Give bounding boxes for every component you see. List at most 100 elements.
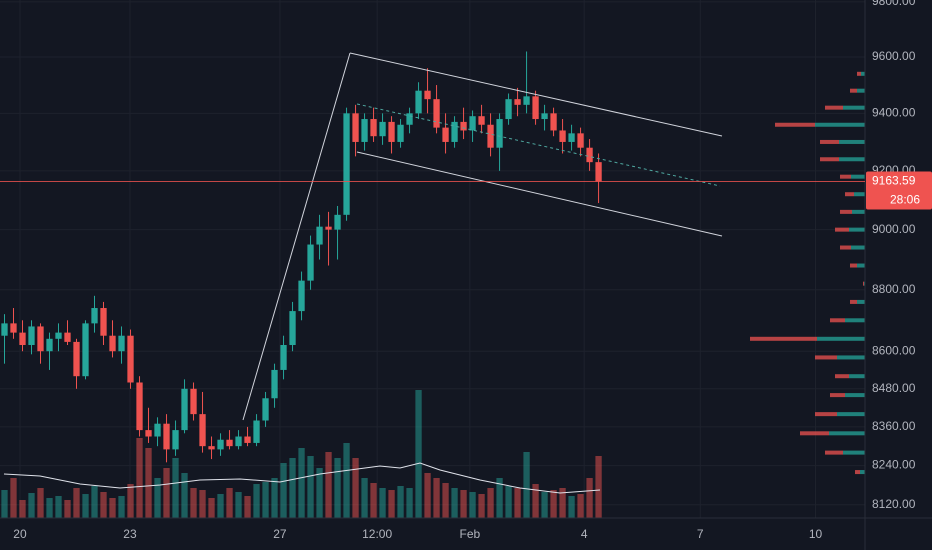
- profile-up: [857, 299, 865, 304]
- candle-body: [550, 113, 557, 131]
- profile-up: [817, 336, 865, 341]
- countdown: 28:06: [890, 193, 920, 207]
- candle-body: [91, 308, 98, 324]
- x-tick-label: 10: [809, 527, 823, 541]
- channel-lower: [356, 151, 723, 237]
- candle-body: [334, 214, 341, 230]
- volume-bar: [271, 478, 278, 518]
- volume-bar: [343, 443, 350, 518]
- candle-body: [109, 335, 116, 352]
- profile-down: [750, 336, 817, 341]
- volume-bar: [235, 492, 242, 518]
- volume-bar: [100, 492, 107, 518]
- candle-body: [352, 113, 359, 142]
- candle-body: [487, 124, 494, 148]
- volume-bar: [586, 478, 593, 518]
- candle-body: [73, 341, 80, 377]
- candle-body: [145, 430, 152, 437]
- profile-up: [837, 355, 865, 360]
- volume-bar: [325, 452, 332, 518]
- volume-bar: [451, 488, 458, 518]
- volume-profile: [750, 71, 865, 475]
- candle-body: [541, 113, 548, 120]
- volume-bar: [64, 500, 71, 518]
- volume-bar: [559, 488, 566, 518]
- candle-body: [586, 147, 593, 163]
- candle-body: [298, 280, 305, 312]
- x-tick-label: 27: [273, 527, 287, 541]
- candle-body: [379, 121, 386, 137]
- candle-body: [325, 226, 332, 230]
- volume-bar: [280, 463, 287, 518]
- candle-body: [280, 344, 287, 370]
- candle-body: [244, 436, 251, 443]
- candle-body: [271, 369, 278, 399]
- profile-up: [845, 393, 865, 398]
- profile-down: [820, 157, 839, 162]
- candle-body: [235, 436, 242, 447]
- y-tick-label: 9000.00: [872, 222, 916, 236]
- volume-bar: [109, 498, 116, 518]
- candle-body: [424, 90, 431, 100]
- candle-body: [19, 332, 26, 345]
- candle-body: [514, 99, 521, 105]
- profile-down: [835, 227, 849, 232]
- volume-bar: [496, 478, 503, 518]
- candle-body: [1, 323, 8, 336]
- volume-bar: [442, 483, 449, 518]
- volume-bar: [352, 458, 359, 518]
- volume-bar: [217, 494, 224, 518]
- volume-bar: [289, 458, 296, 518]
- volume-bar: [523, 452, 530, 518]
- volume-bar: [361, 478, 368, 518]
- candle-body: [10, 323, 17, 333]
- volume-bar: [28, 493, 35, 518]
- candle-body: [316, 226, 323, 245]
- volume-bar: [370, 483, 377, 518]
- candle-body: [172, 430, 179, 450]
- candle-body: [532, 96, 539, 120]
- candle-body: [37, 326, 44, 352]
- volume-bar: [73, 488, 80, 518]
- volume-bar: [316, 468, 323, 518]
- candle-body: [343, 113, 350, 215]
- profile-down: [863, 281, 864, 286]
- candle-body: [217, 439, 224, 450]
- x-tick-label: 4: [581, 527, 588, 541]
- profile-down: [850, 263, 857, 268]
- candle-body: [100, 308, 107, 336]
- profile-up: [837, 412, 865, 417]
- candle-body: [505, 99, 512, 120]
- volume-bar: [433, 478, 440, 518]
- candle-body: [118, 335, 125, 352]
- candle-body: [469, 116, 476, 131]
- last-price-box: [866, 171, 932, 210]
- volume-bar: [244, 496, 251, 518]
- trend-line: [242, 52, 351, 421]
- y-tick-label: 8120.00: [872, 497, 916, 511]
- volume-bar: [118, 496, 125, 518]
- volume-bar: [10, 478, 17, 518]
- profile-up: [851, 174, 865, 179]
- profile-down: [850, 299, 857, 304]
- volume-bar: [163, 468, 170, 518]
- candle-body: [136, 382, 143, 431]
- profile-up: [860, 470, 865, 475]
- volume-bar: [298, 448, 305, 518]
- candle-body: [262, 398, 269, 421]
- profile-down: [835, 374, 849, 379]
- profile-down: [840, 209, 852, 214]
- profile-up: [839, 157, 865, 162]
- profile-down: [815, 355, 837, 360]
- candle-body: [577, 133, 584, 148]
- volume-bar: [595, 456, 602, 518]
- time-axis: [0, 518, 932, 550]
- profile-up: [852, 209, 865, 214]
- profile-up: [849, 374, 865, 379]
- volume-bar: [397, 486, 404, 518]
- volume-bar: [145, 448, 152, 518]
- y-tick-label: 9600.00: [872, 49, 916, 63]
- candle-body: [397, 124, 404, 142]
